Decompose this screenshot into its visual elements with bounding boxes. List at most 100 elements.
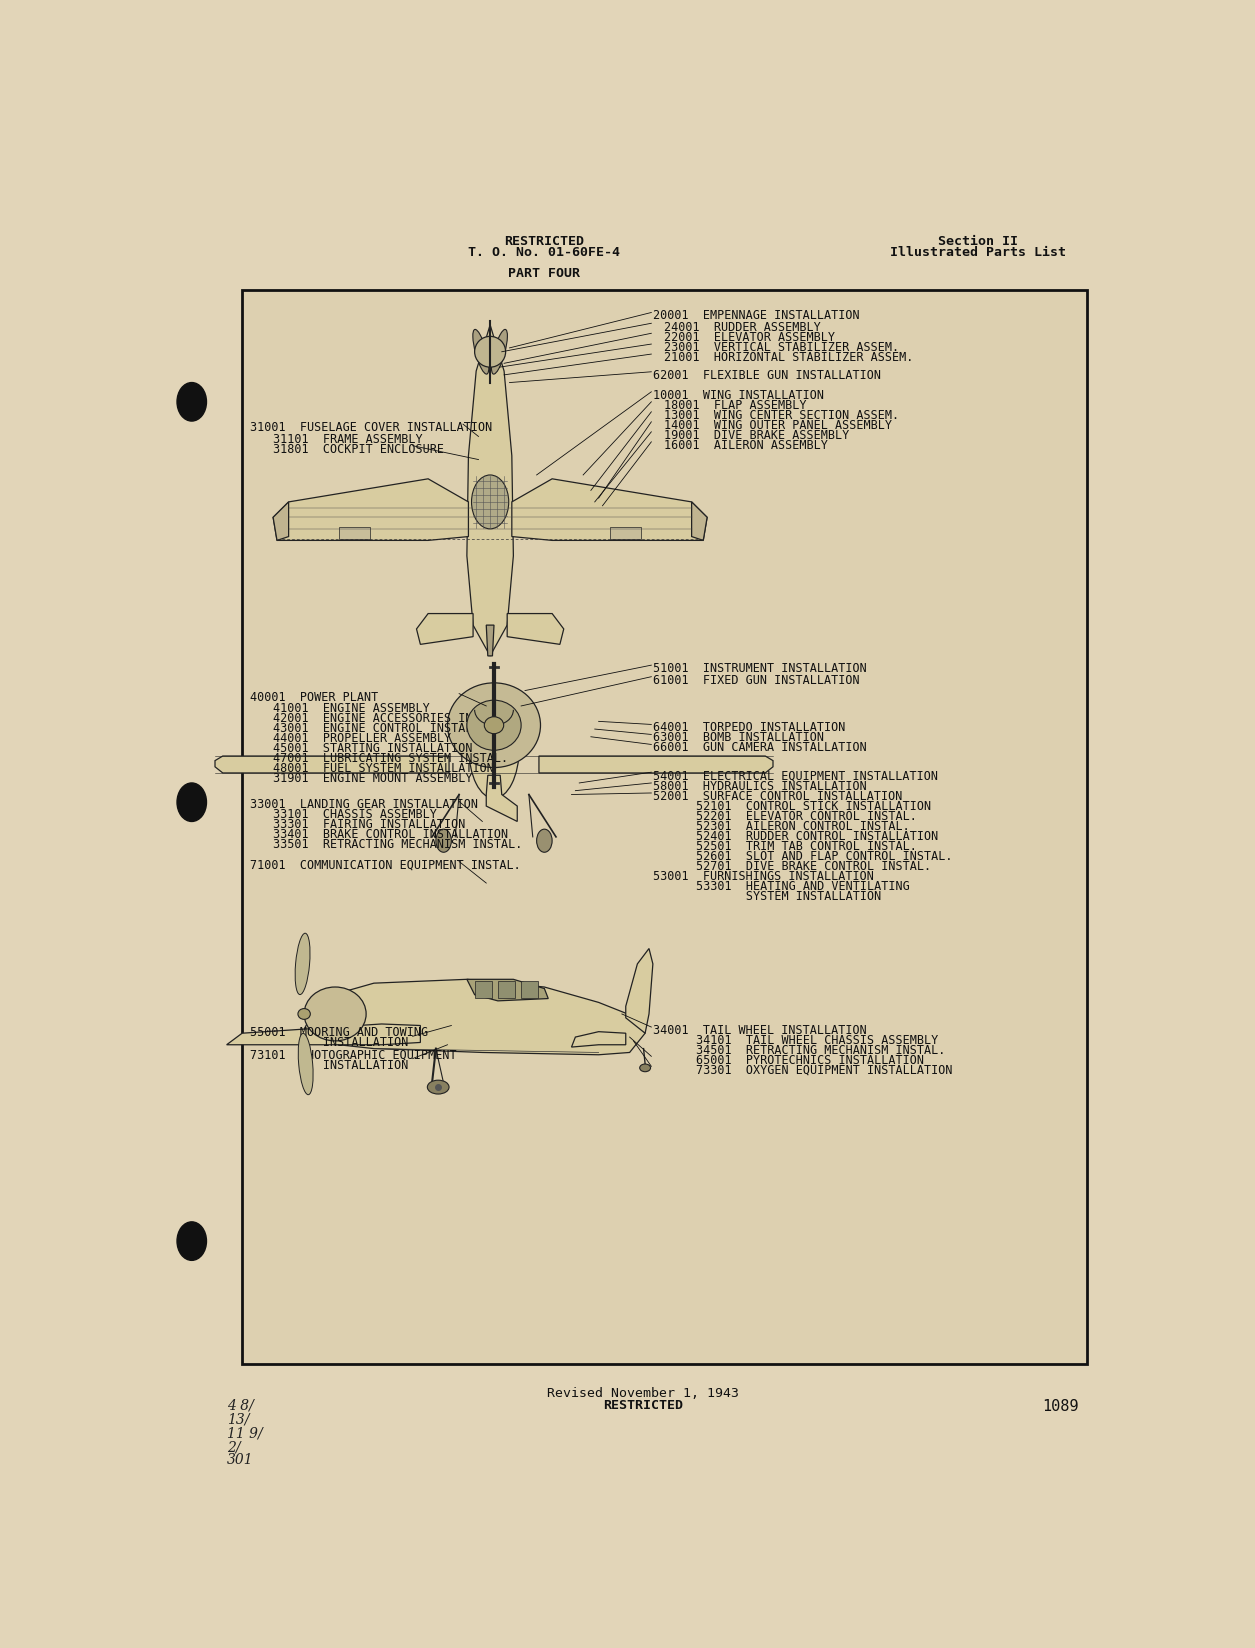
Ellipse shape <box>473 330 488 374</box>
Polygon shape <box>507 613 563 644</box>
Text: 1089: 1089 <box>1043 1399 1079 1414</box>
Text: 34001  TAIL WHEEL INSTALLATION: 34001 TAIL WHEEL INSTALLATION <box>653 1023 867 1037</box>
Polygon shape <box>610 527 641 539</box>
Polygon shape <box>274 503 289 541</box>
Polygon shape <box>215 756 449 773</box>
Polygon shape <box>512 480 707 541</box>
Text: 11 9/: 11 9/ <box>227 1427 262 1440</box>
Ellipse shape <box>297 1009 310 1020</box>
Text: T. O. No. 01-60FE-4: T. O. No. 01-60FE-4 <box>468 246 620 259</box>
Text: 33101  CHASSIS ASSEMBLY: 33101 CHASSIS ASSEMBLY <box>274 809 437 821</box>
Polygon shape <box>538 756 773 773</box>
Text: 4 8/: 4 8/ <box>227 1399 254 1412</box>
Text: 48001  FUEL SYSTEM INSTALLATION: 48001 FUEL SYSTEM INSTALLATION <box>274 761 494 775</box>
Bar <box>242 290 1087 1365</box>
Text: 10001  WING INSTALLATION: 10001 WING INSTALLATION <box>653 389 823 402</box>
Ellipse shape <box>299 1033 314 1094</box>
Polygon shape <box>486 625 494 656</box>
Text: Revised November 1, 1943: Revised November 1, 1943 <box>547 1388 739 1401</box>
Ellipse shape <box>177 382 207 420</box>
Text: 31101  FRAME ASSEMBLY: 31101 FRAME ASSEMBLY <box>274 433 423 445</box>
Text: 23001  VERTICAL STABILIZER ASSEM.: 23001 VERTICAL STABILIZER ASSEM. <box>664 341 900 354</box>
Bar <box>521 981 538 997</box>
Text: 13/: 13/ <box>227 1412 248 1427</box>
Bar <box>474 981 492 997</box>
Text: 20001  EMPENNAGE INSTALLATION: 20001 EMPENNAGE INSTALLATION <box>653 310 860 323</box>
Text: RESTRICTED: RESTRICTED <box>602 1399 683 1412</box>
Text: 19001  DIVE BRAKE ASSEMBLY: 19001 DIVE BRAKE ASSEMBLY <box>664 428 850 442</box>
Ellipse shape <box>295 933 310 995</box>
Text: PART FOUR: PART FOUR <box>508 267 580 280</box>
Text: 16001  AILERON ASSEMBLY: 16001 AILERON ASSEMBLY <box>664 438 828 452</box>
Text: 52001  SURFACE CONTROL INSTALLATION: 52001 SURFACE CONTROL INSTALLATION <box>653 789 902 803</box>
Text: 63001  BOMB INSTALLATION: 63001 BOMB INSTALLATION <box>653 732 823 745</box>
Text: 21001  HORIZONTAL STABILIZER ASSEM.: 21001 HORIZONTAL STABILIZER ASSEM. <box>664 351 914 364</box>
Polygon shape <box>417 613 473 644</box>
Text: 43001  ENGINE CONTROL INSTAL.: 43001 ENGINE CONTROL INSTAL. <box>274 722 479 735</box>
Ellipse shape <box>177 1221 207 1261</box>
Text: 53001  FURNISHINGS INSTALLATION: 53001 FURNISHINGS INSTALLATION <box>653 870 873 883</box>
Circle shape <box>474 336 506 368</box>
Text: 34501  RETRACTING MECHANISM INSTAL.: 34501 RETRACTING MECHANISM INSTAL. <box>695 1043 945 1056</box>
Polygon shape <box>571 1032 626 1046</box>
Text: 2/: 2/ <box>227 1440 240 1455</box>
Text: 51001  INSTRUMENT INSTALLATION: 51001 INSTRUMENT INSTALLATION <box>653 662 867 676</box>
Text: SYSTEM INSTALLATION: SYSTEM INSTALLATION <box>695 890 881 903</box>
Ellipse shape <box>448 682 541 768</box>
Polygon shape <box>467 325 513 656</box>
Text: 55001  MOORING AND TOWING: 55001 MOORING AND TOWING <box>250 1025 428 1038</box>
Text: INSTALLATION: INSTALLATION <box>274 1035 408 1048</box>
Text: 58001  HYDRAULICS INSTALLATION: 58001 HYDRAULICS INSTALLATION <box>653 780 867 793</box>
Text: 24001  RUDDER ASSEMBLY: 24001 RUDDER ASSEMBLY <box>664 321 821 335</box>
Text: 33001  LANDING GEAR INSTALLATION: 33001 LANDING GEAR INSTALLATION <box>250 798 478 811</box>
Text: 44001  PROPELLER ASSEMBLY: 44001 PROPELLER ASSEMBLY <box>274 732 452 745</box>
Text: 73301  OXYGEN EQUIPMENT INSTALLATION: 73301 OXYGEN EQUIPMENT INSTALLATION <box>695 1065 953 1078</box>
Text: 64001  TORPEDO INSTALLATION: 64001 TORPEDO INSTALLATION <box>653 722 846 735</box>
Text: 33501  RETRACTING MECHANISM INSTAL.: 33501 RETRACTING MECHANISM INSTAL. <box>274 839 522 852</box>
Text: 65001  PYROTECHNICS INSTALLATION: 65001 PYROTECHNICS INSTALLATION <box>695 1055 924 1066</box>
Polygon shape <box>304 979 645 1055</box>
Text: INSTALLATION: INSTALLATION <box>274 1058 408 1071</box>
Text: 34101  TAIL WHEEL CHASSIS ASSEMBLY: 34101 TAIL WHEEL CHASSIS ASSEMBLY <box>695 1033 937 1046</box>
Ellipse shape <box>428 1079 449 1094</box>
Text: 61001  FIXED GUN INSTALLATION: 61001 FIXED GUN INSTALLATION <box>653 674 860 687</box>
Ellipse shape <box>640 1065 650 1071</box>
Text: 52201  ELEVATOR CONTROL INSTAL.: 52201 ELEVATOR CONTROL INSTAL. <box>695 809 916 822</box>
Text: 52601  SLOT AND FLAP CONTROL INSTAL.: 52601 SLOT AND FLAP CONTROL INSTAL. <box>695 850 953 864</box>
Text: 54001  ELECTRICAL EQUIPMENT INSTALLATION: 54001 ELECTRICAL EQUIPMENT INSTALLATION <box>653 770 937 783</box>
Text: 13001  WING CENTER SECTION ASSEM.: 13001 WING CENTER SECTION ASSEM. <box>664 409 900 422</box>
Polygon shape <box>339 527 370 539</box>
Text: 41001  ENGINE ASSEMBLY: 41001 ENGINE ASSEMBLY <box>274 702 430 715</box>
Text: 52301  AILERON CONTROL INSTAL.: 52301 AILERON CONTROL INSTAL. <box>695 821 910 832</box>
Ellipse shape <box>537 829 552 852</box>
Polygon shape <box>227 1023 420 1045</box>
Text: 33301  FAIRING INSTALLATION: 33301 FAIRING INSTALLATION <box>274 819 466 831</box>
Text: 18001  FLAP ASSEMBLY: 18001 FLAP ASSEMBLY <box>664 399 807 412</box>
Text: 52101  CONTROL STICK INSTALLATION: 52101 CONTROL STICK INSTALLATION <box>695 799 931 812</box>
Text: 71001  COMMUNICATION EQUIPMENT INSTAL.: 71001 COMMUNICATION EQUIPMENT INSTAL. <box>250 859 521 872</box>
Polygon shape <box>486 775 517 821</box>
Polygon shape <box>274 480 468 541</box>
Text: 52701  DIVE BRAKE CONTROL INSTAL.: 52701 DIVE BRAKE CONTROL INSTAL. <box>695 860 931 873</box>
Text: Section II: Section II <box>939 234 1018 247</box>
Ellipse shape <box>467 700 521 750</box>
Ellipse shape <box>484 717 503 733</box>
Text: 52401  RUDDER CONTROL INSTALLATION: 52401 RUDDER CONTROL INSTALLATION <box>695 831 937 842</box>
Text: Illustrated Parts List: Illustrated Parts List <box>890 246 1067 259</box>
Text: 31801  COCKPIT ENCLOSURE: 31801 COCKPIT ENCLOSURE <box>274 443 444 455</box>
Text: 40001  POWER PLANT: 40001 POWER PLANT <box>250 691 378 704</box>
Polygon shape <box>626 949 653 1033</box>
Text: 31901  ENGINE MOUNT ASSEMBLY: 31901 ENGINE MOUNT ASSEMBLY <box>274 773 473 784</box>
Text: 42001  ENGINE ACCESSORIES INSTAL.: 42001 ENGINE ACCESSORIES INSTAL. <box>274 712 508 725</box>
Ellipse shape <box>469 699 520 798</box>
Text: 14001  WING OUTER PANEL ASSEMBLY: 14001 WING OUTER PANEL ASSEMBLY <box>664 419 892 432</box>
Text: 31001  FUSELAGE COVER INSTALLATION: 31001 FUSELAGE COVER INSTALLATION <box>250 420 492 433</box>
Text: 62001  FLEXIBLE GUN INSTALLATION: 62001 FLEXIBLE GUN INSTALLATION <box>653 369 881 382</box>
Text: RESTRICTED: RESTRICTED <box>505 234 585 247</box>
Text: 53301  HEATING AND VENTILATING: 53301 HEATING AND VENTILATING <box>695 880 910 893</box>
Text: 45001  STARTING INSTALLATION: 45001 STARTING INSTALLATION <box>274 742 473 755</box>
Text: 66001  GUN CAMERA INSTALLATION: 66001 GUN CAMERA INSTALLATION <box>653 742 867 755</box>
Text: 47001  LUBRICATING SYSTEM INSTAL.: 47001 LUBRICATING SYSTEM INSTAL. <box>274 751 508 765</box>
Polygon shape <box>692 503 707 541</box>
Text: 73101  PHOTOGRAPHIC EQUIPMENT: 73101 PHOTOGRAPHIC EQUIPMENT <box>250 1048 457 1061</box>
